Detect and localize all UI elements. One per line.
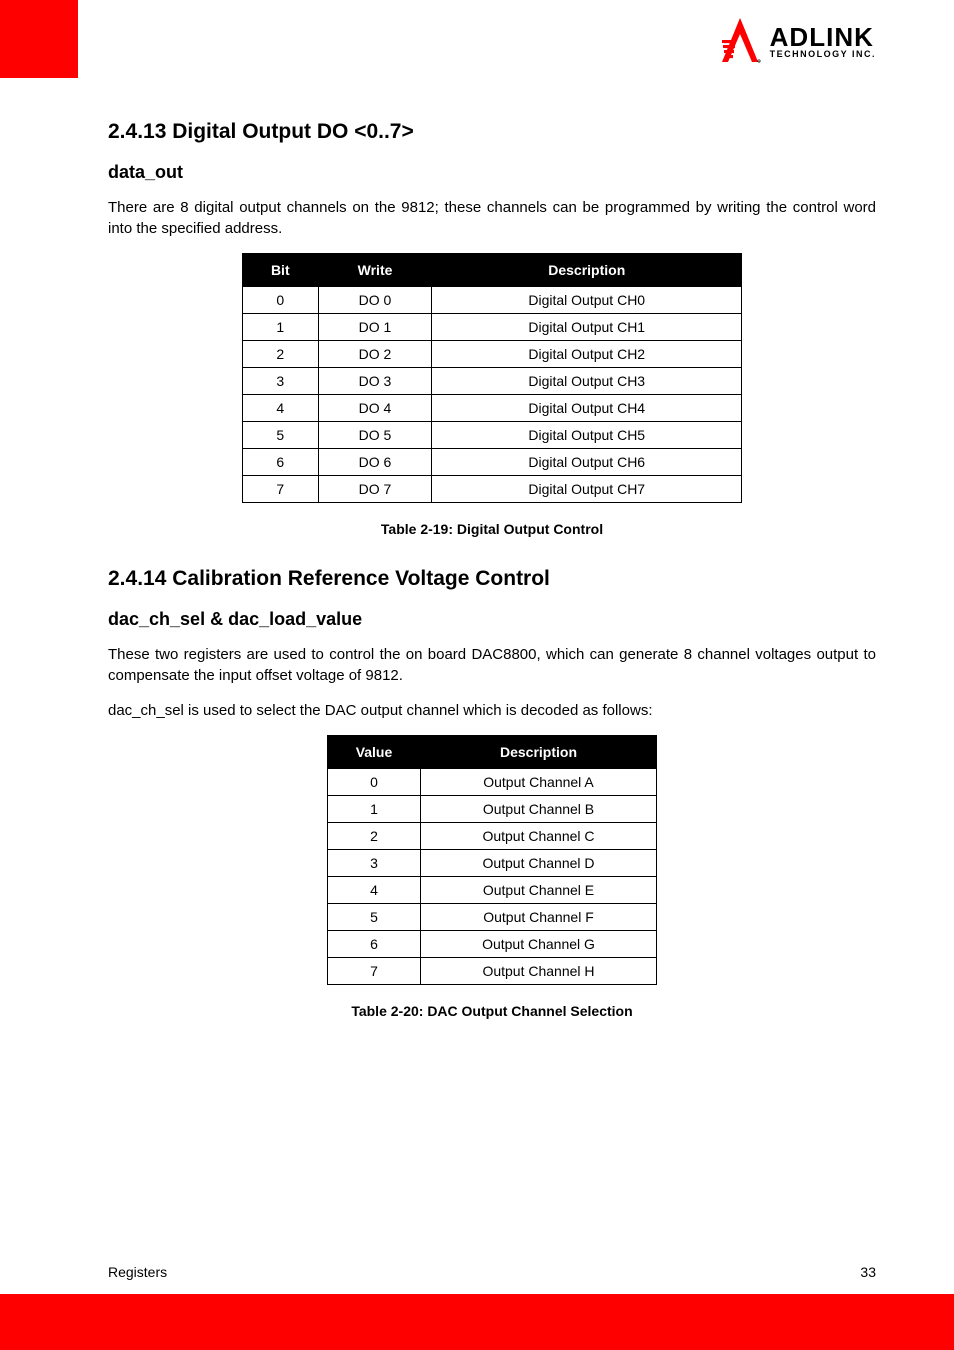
table-row: 6Output Channel G (328, 931, 657, 958)
footer-bar (0, 1294, 954, 1350)
table-digital-output: Bit Write Description 0DO 0Digital Outpu… (242, 253, 742, 503)
brand-tagline: TECHNOLOGY INC. (770, 49, 876, 59)
caption-t1: Table 2-19: Digital Output Control (108, 521, 876, 537)
table-row: 7Output Channel H (328, 958, 657, 985)
footer-page-number: 33 (860, 1264, 876, 1280)
section-heading-do: 2.4.13 Digital Output DO <0..7> (108, 120, 876, 144)
logo-triangle-icon: R (718, 16, 762, 64)
table-row: 5Output Channel F (328, 904, 657, 931)
page-content: 2.4.13 Digital Output DO <0..7> data_out… (108, 120, 876, 1039)
th-desc: Description (432, 254, 742, 287)
footer-left: Registers (108, 1264, 167, 1280)
table-dac-channel: Value Description 0Output Channel A 1Out… (327, 735, 657, 985)
brand-logo: R ADLINK TECHNOLOGY INC. (718, 16, 876, 64)
table-row: 3Output Channel D (328, 850, 657, 877)
th-value: Value (328, 736, 421, 769)
corner-tab (0, 0, 78, 78)
table-row: 4Output Channel E (328, 877, 657, 904)
th-write: Write (318, 254, 432, 287)
section-sub-dac: dac_ch_sel & dac_load_value (108, 609, 876, 630)
para-do: There are 8 digital output channels on t… (108, 197, 876, 239)
caption-t2: Table 2-20: DAC Output Channel Selection (108, 1003, 876, 1019)
table-row: 0DO 0Digital Output CH0 (243, 287, 742, 314)
brand-name: ADLINK (770, 22, 876, 53)
table-row: 3DO 3Digital Output CH3 (243, 368, 742, 395)
th-bit: Bit (243, 254, 319, 287)
para-cal1: These two registers are used to control … (108, 644, 876, 686)
para-cal2: dac_ch_sel is used to select the DAC out… (108, 700, 876, 721)
table-row: 4DO 4Digital Output CH4 (243, 395, 742, 422)
table-row: 2DO 2Digital Output CH2 (243, 341, 742, 368)
th-desc2: Description (420, 736, 656, 769)
table-row: 5DO 5Digital Output CH5 (243, 422, 742, 449)
section-sub-dataout: data_out (108, 162, 876, 183)
table-row: 2Output Channel C (328, 823, 657, 850)
table-row: 7DO 7Digital Output CH7 (243, 476, 742, 503)
table-row: 1Output Channel B (328, 796, 657, 823)
table-row: 1DO 1Digital Output CH1 (243, 314, 742, 341)
table-row: 0Output Channel A (328, 769, 657, 796)
section-heading-cal: 2.4.14 Calibration Reference Voltage Con… (108, 567, 876, 591)
table-row: 6DO 6Digital Output CH6 (243, 449, 742, 476)
